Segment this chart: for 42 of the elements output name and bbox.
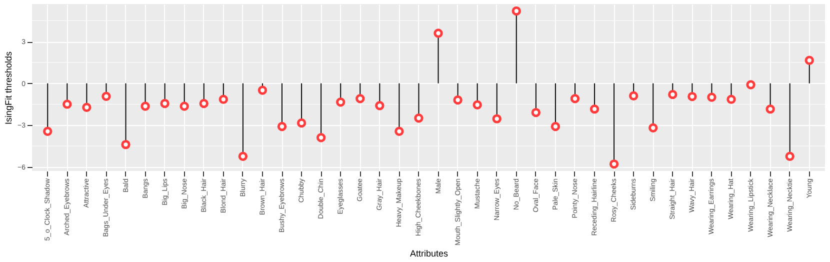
point xyxy=(590,104,600,114)
point xyxy=(121,140,130,150)
point xyxy=(531,108,541,118)
point xyxy=(804,56,814,65)
x-axis-title: Attributes xyxy=(410,248,448,258)
point xyxy=(628,91,638,100)
point xyxy=(277,122,287,132)
point xyxy=(296,118,306,128)
point xyxy=(648,123,658,132)
point xyxy=(102,92,111,102)
point xyxy=(668,90,678,100)
point xyxy=(140,102,150,111)
point xyxy=(394,126,404,136)
point xyxy=(746,80,756,90)
y-axis-title: IsingFit thresholds xyxy=(4,50,14,125)
point xyxy=(434,28,443,38)
point xyxy=(238,152,248,161)
point xyxy=(62,100,72,109)
point xyxy=(550,122,560,132)
point xyxy=(766,104,775,114)
point xyxy=(492,114,502,124)
point xyxy=(512,6,521,16)
point xyxy=(570,94,580,104)
point xyxy=(726,94,736,104)
point xyxy=(414,114,424,123)
point xyxy=(218,94,228,104)
point xyxy=(43,126,52,136)
point xyxy=(785,152,794,161)
point xyxy=(336,98,346,107)
point xyxy=(316,133,326,142)
point xyxy=(82,102,92,112)
point xyxy=(472,100,482,110)
point xyxy=(160,98,170,108)
point xyxy=(375,100,384,110)
point xyxy=(688,92,697,102)
point xyxy=(609,159,619,169)
point xyxy=(258,86,268,95)
point xyxy=(356,94,365,104)
point xyxy=(180,102,189,111)
point xyxy=(707,92,716,102)
point xyxy=(199,98,208,108)
point xyxy=(453,95,462,105)
